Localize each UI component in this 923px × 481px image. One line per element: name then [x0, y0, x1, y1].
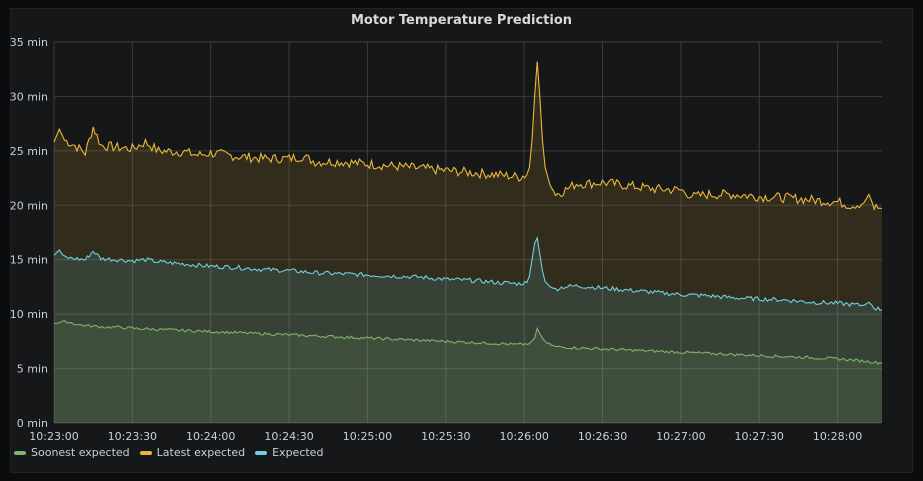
legend-item-latest[interactable]: Latest expected: [139, 446, 246, 459]
x-tick-label: 10:28:00: [813, 430, 862, 443]
legend-item-expected[interactable]: Expected: [255, 446, 323, 459]
series-line-2: [53, 236, 883, 312]
x-tick-label: 10:24:00: [186, 430, 235, 443]
x-tick-label: 10:25:30: [421, 430, 470, 443]
legend-label-latest: Latest expected: [156, 446, 246, 459]
series-line-0: [53, 320, 883, 365]
legend-item-soonest[interactable]: Soonest expected: [14, 446, 130, 459]
legend-swatch-latest: [139, 450, 152, 455]
legend-label-expected: Expected: [272, 446, 324, 459]
y-tick-label: 10 min: [10, 308, 48, 321]
legend-swatch-soonest: [14, 450, 26, 455]
y-tick-label: 15 min: [10, 254, 48, 267]
x-tick-label: 10:27:00: [656, 430, 705, 443]
x-tick-label: 10:25:00: [343, 430, 392, 443]
series-area-1: [54, 61, 882, 423]
x-tick-label: 10:23:30: [108, 430, 157, 443]
y-tick-label: 25 min: [10, 145, 48, 158]
y-tick-label: 30 min: [10, 90, 48, 103]
x-tick-label: 10:27:30: [735, 430, 784, 443]
legend-swatch-expected: [255, 450, 268, 455]
y-tick-label: 35 min: [10, 36, 48, 49]
x-tick-label: 10:24:30: [264, 430, 313, 443]
series-area-0: [54, 320, 882, 423]
y-tick-label: 5 min: [17, 363, 48, 376]
legend-label-soonest: Soonest expected: [31, 446, 130, 459]
series-area-2: [54, 237, 882, 423]
chart-title: Motor Temperature Prediction: [350, 13, 573, 28]
x-tick-label: 10:23:00: [29, 430, 78, 443]
series-line-1: [53, 61, 883, 211]
y-tick-label: 20 min: [10, 199, 48, 212]
chart-panel: Motor Temperature Prediction: [10, 8, 913, 473]
y-tick-label: 0 min: [17, 417, 48, 430]
x-tick-label: 10:26:30: [578, 430, 627, 443]
legend: Soonest expected Latest expected Expecte…: [14, 446, 323, 459]
x-tick-label: 10:26:00: [499, 430, 548, 443]
